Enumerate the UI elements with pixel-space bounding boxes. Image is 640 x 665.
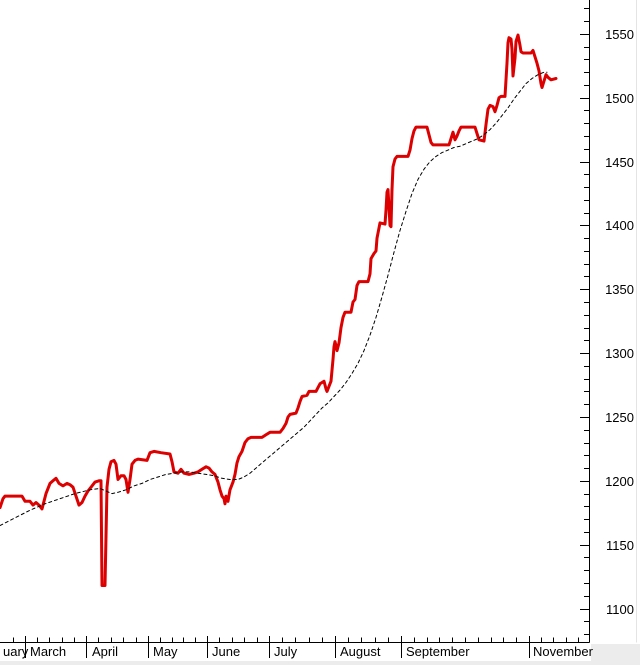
x-month-label: uary: [3, 644, 29, 659]
y-tick-label: 1350: [605, 282, 634, 297]
x-month-label: August: [340, 644, 381, 659]
y-tick-label: 1400: [605, 218, 634, 233]
x-month-label: November: [533, 644, 594, 659]
y-tick-label: 1450: [605, 155, 634, 170]
panel-bottom-strip: [0, 661, 640, 665]
y-tick-label: 1500: [605, 91, 634, 106]
y-tick-label: 1250: [605, 410, 634, 425]
price-line: [0, 33, 558, 587]
y-tick-label: 1300: [605, 346, 634, 361]
y-tick-label: 1150: [606, 538, 634, 553]
x-month-label: April: [92, 644, 118, 659]
moving-average-line: [0, 71, 548, 526]
x-month-label: May: [153, 644, 178, 659]
x-month-label: June: [212, 644, 240, 659]
y-tick-label: 1550: [605, 27, 634, 42]
x-month-label: July: [274, 644, 298, 659]
y-tick-label: 1100: [606, 602, 634, 617]
x-month-label: March: [30, 644, 66, 659]
panel-corner: [591, 644, 640, 665]
x-month-label: September: [406, 644, 470, 659]
y-tick-label: 1200: [605, 474, 634, 489]
